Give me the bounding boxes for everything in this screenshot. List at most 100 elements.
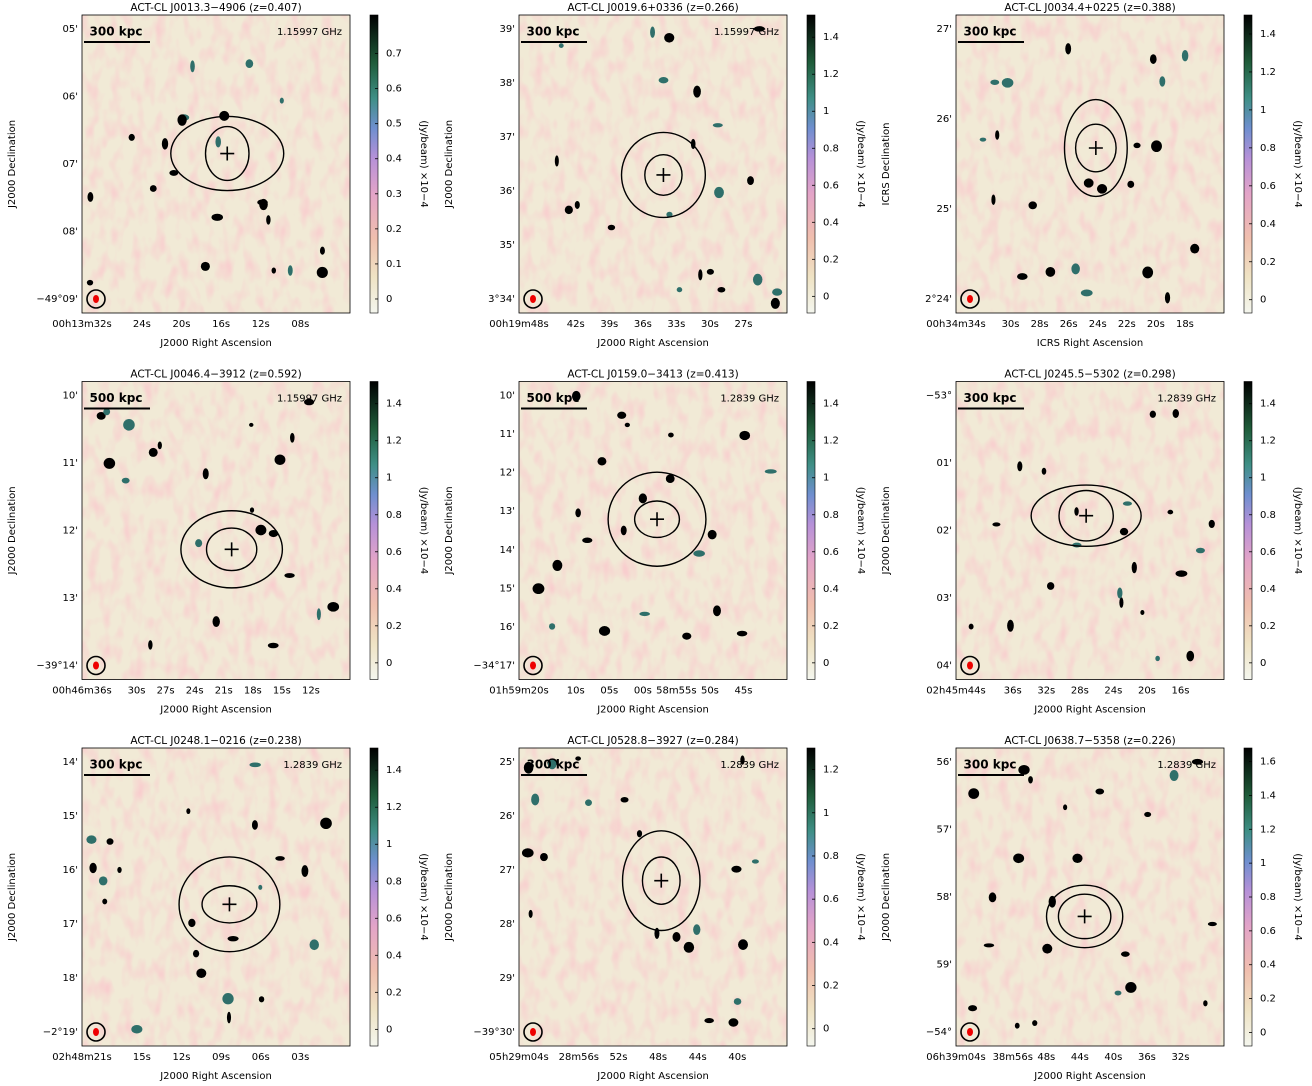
colorbar-tick-label: 0.8 <box>1260 892 1276 903</box>
y-tick-label: −2°19' <box>43 1027 78 1038</box>
source <box>738 939 748 950</box>
source <box>991 194 996 205</box>
x-tick-label: 05h29m04s <box>489 1052 548 1063</box>
x-tick-label: 15s <box>273 686 291 697</box>
y-axis-label: J2000 Declination <box>444 486 455 575</box>
source <box>665 474 675 483</box>
beam-circle <box>960 1022 980 1042</box>
panel-title: ACT-CL J0034.4+0225 (z=0.388) <box>1004 2 1175 14</box>
x-axis-label: J2000 Right Ascension <box>159 338 272 349</box>
colorbar <box>806 747 816 1047</box>
colorbar-label: (Jy/beam) ×10−4 <box>855 120 866 207</box>
colorbar-tick-label: 1.4 <box>823 32 839 43</box>
y-tick-label: 27' <box>500 865 515 876</box>
center-cross <box>1088 141 1103 156</box>
contour <box>641 856 681 905</box>
colorbar-tick-label: 0.4 <box>1260 960 1276 971</box>
source <box>1207 921 1217 927</box>
image-noise <box>519 381 787 680</box>
source <box>186 808 191 815</box>
colorbar-tick-label: 1.4 <box>386 399 402 410</box>
y-tick-label: 15' <box>500 583 515 594</box>
y-axis-label: J2000 Declination <box>444 120 455 209</box>
source <box>267 642 279 649</box>
source <box>753 26 765 32</box>
source <box>161 138 169 150</box>
source <box>683 941 695 953</box>
colorbar-tick-label: 0.8 <box>823 143 839 154</box>
x-tick-label: 36s <box>1138 1052 1156 1063</box>
colorbar-tick-label: 1.4 <box>1260 29 1276 40</box>
source <box>195 539 203 548</box>
contour <box>178 856 281 953</box>
colorbar-tick-label: 0 <box>823 291 829 302</box>
source <box>548 623 556 630</box>
source <box>1045 266 1056 277</box>
colorbar-tick-label: 0.6 <box>1260 181 1276 192</box>
source <box>304 398 315 406</box>
y-tick-label: 26' <box>500 811 515 822</box>
source <box>747 176 754 186</box>
source <box>707 529 717 540</box>
y-tick-label: 14' <box>500 545 515 556</box>
y-tick-label: 02' <box>937 526 952 537</box>
source <box>103 408 111 416</box>
source <box>1007 619 1014 632</box>
source <box>658 77 669 84</box>
source <box>1074 507 1079 516</box>
source <box>1151 140 1162 153</box>
source <box>995 130 1000 140</box>
contour <box>1057 893 1112 940</box>
source <box>523 761 534 774</box>
colorbar-tick-label: 1.2 <box>823 69 839 80</box>
source <box>287 265 293 276</box>
source <box>123 418 135 431</box>
source <box>1122 501 1132 506</box>
source <box>574 200 580 209</box>
contour <box>170 115 285 192</box>
x-axis-label: J2000 Right Ascension <box>596 705 709 716</box>
image-frame <box>518 381 788 680</box>
source <box>320 817 332 830</box>
source <box>693 85 701 98</box>
source <box>620 797 629 803</box>
source <box>1046 582 1055 590</box>
beam-circle <box>960 655 980 676</box>
colorbar-tick-label: 0.2 <box>386 224 402 235</box>
image-frame <box>955 747 1225 1047</box>
contour <box>1074 123 1117 173</box>
contour <box>201 885 258 924</box>
colorbar <box>369 14 379 314</box>
source <box>316 608 321 621</box>
source <box>698 269 703 281</box>
y-tick-label: 35' <box>500 240 515 251</box>
source <box>1133 142 1141 149</box>
y-tick-label: −49°09' <box>36 294 78 305</box>
frequency: 1.2839 GHz <box>720 760 779 771</box>
y-tick-label: 14' <box>63 757 78 768</box>
colorbar-label: (Jy/beam) ×10−4 <box>418 853 429 940</box>
source <box>1018 764 1030 775</box>
source <box>1190 243 1200 254</box>
source <box>992 522 1001 527</box>
colorbar-tick-label: 0.8 <box>1260 510 1276 521</box>
source <box>245 59 254 69</box>
panel-title: ACT-CL J0245.5−5302 (z=0.298) <box>1004 369 1175 381</box>
x-tick-label: 24s <box>186 686 204 697</box>
source <box>102 898 108 905</box>
image-noise <box>956 381 1224 680</box>
source <box>1120 951 1130 957</box>
contour <box>1063 98 1128 198</box>
colorbar-tick-label: 0.8 <box>386 510 402 521</box>
x-tick-label: 30s <box>1002 319 1020 330</box>
y-tick-label: 37' <box>500 132 515 143</box>
x-tick-label: 20s <box>172 319 190 330</box>
source <box>728 1018 739 1027</box>
source <box>990 79 1000 85</box>
beam <box>530 1028 536 1036</box>
colorbar-tick-label: 0.2 <box>386 987 402 998</box>
colorbar-tick-label: 1 <box>823 473 829 484</box>
image-noise <box>956 15 1224 313</box>
x-tick-label: 33s <box>667 319 685 330</box>
